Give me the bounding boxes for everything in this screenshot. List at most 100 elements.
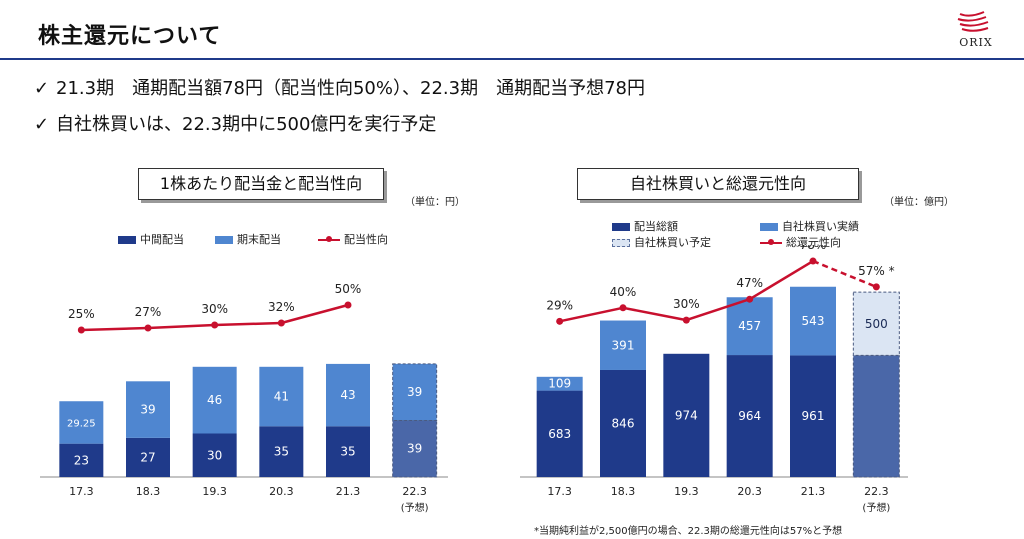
bar-value-label: 109: [548, 377, 571, 391]
x-tick-label: 17.3: [547, 485, 572, 498]
bar-segment: [726, 297, 773, 356]
legend-swatch-mid: [215, 236, 233, 244]
bar-segment: [790, 286, 836, 356]
legend-item: 総還元性向: [760, 234, 841, 250]
x-tick-label: 19.3: [202, 485, 227, 498]
bullet-text: 自社株買いは、22.3期中に500億円を実行予定: [56, 114, 437, 135]
x-tick-label: 20.3: [737, 485, 762, 498]
bullet-text: 21.3期 通期配当額78円（配当性向50%）、22.3期 通期配当予想78円: [56, 78, 645, 99]
bar-segment: [259, 366, 304, 427]
ratio-label: 47%: [736, 276, 763, 290]
bar-value-label: 683: [548, 427, 571, 441]
ratio-point: [211, 321, 219, 329]
bar-segment: [259, 426, 304, 477]
ratio-label: 78%: [800, 245, 827, 252]
x-tick-label: 18.3: [611, 485, 636, 498]
bar-segment: [192, 433, 237, 477]
legend-label: 自社株買い実績: [782, 220, 859, 233]
ratio-label: 25%: [68, 307, 95, 321]
dividend-chart: 23 29.25 17.3 27 39 18.3 30 46 19.3 35 41 20.3 35 43 2…: [40, 282, 448, 514]
ratio-line-segment: [559, 306, 624, 323]
x-tick-sublabel: (予想): [862, 501, 890, 514]
legend-label: 配当性向: [344, 233, 388, 246]
ratio-point: [144, 324, 152, 332]
legend-item: 配当性向: [318, 231, 388, 247]
ratio-line-segment: [749, 259, 814, 301]
ratio-point: [809, 257, 817, 265]
bar-segment: [126, 381, 170, 438]
ratio-point: [556, 317, 564, 325]
x-tick-sublabel: (予想): [401, 501, 429, 514]
logo-text: ORIX: [959, 36, 993, 49]
bullet-item: ✓ 自社株買いは、22.3期中に500億円を実行予定: [34, 110, 436, 136]
ratio-point: [682, 316, 690, 324]
ratio-label: 29%: [546, 298, 573, 312]
x-tick-label: 18.3: [136, 485, 161, 498]
ratio-point: [77, 326, 85, 334]
x-tick-label: 19.3: [674, 485, 699, 498]
legend-item: 配当総額: [612, 218, 678, 234]
bar-segment: [790, 355, 836, 477]
ratio-line-segment: [685, 298, 751, 322]
ratio-line-segment: [81, 326, 149, 332]
ratio-point: [277, 319, 285, 327]
legend-item: 期末配当: [215, 231, 281, 247]
bar-segment: [59, 443, 104, 477]
legend-swatch-dark: [118, 236, 136, 244]
footnote: *当期純利益が2,500億円の場合、22.3期の総還元性向は57%と予想: [534, 526, 843, 537]
right-chart-title: 自社株買いと総還元性向: [577, 168, 859, 200]
bullet-item: ✓ 21.3期 通期配当額78円（配当性向50%）、22.3期 通期配当予想78円: [34, 74, 645, 100]
x-tick-label: 22.3: [864, 485, 889, 498]
x-tick-label: 17.3: [69, 485, 94, 498]
bar-segment: [326, 426, 370, 477]
bar-value-label: 23: [74, 453, 89, 467]
left-chart-title: 1株あたり配当金と配当性向: [138, 168, 384, 200]
bar-value-label: 35: [274, 445, 289, 459]
ratio-line-segment: [812, 259, 877, 289]
bar-value-label: 846: [612, 416, 635, 430]
bar-segment: [600, 320, 646, 370]
legend-line-icon: [760, 239, 782, 245]
bar-value-label: 41: [274, 390, 289, 404]
legend-swatch-mid: [760, 223, 778, 231]
ratio-line-segment: [147, 323, 215, 330]
bar-value-label: 974: [675, 408, 698, 422]
ratio-label: 32%: [268, 300, 295, 314]
bar-value-label: 43: [340, 388, 355, 402]
legend-label: 配当総額: [634, 220, 678, 233]
bar-value-label: 961: [802, 409, 825, 423]
bar-value-label: 39: [407, 385, 422, 399]
ratio-label: 50%: [335, 282, 362, 296]
left-unit-label: （単位：円）: [405, 197, 465, 208]
ratio-label: 30%: [673, 297, 700, 311]
legend-item: 自社株買い実績: [760, 218, 859, 234]
bar-segment: [536, 390, 583, 477]
ratio-label: 27%: [135, 305, 162, 319]
checkmark-icon: ✓: [34, 78, 50, 99]
bar-segment: [326, 363, 370, 427]
bar-value-label: 46: [207, 393, 222, 407]
ratio-line-segment: [214, 321, 282, 327]
ratio-line-segment: [622, 306, 687, 322]
bar-value-label: 39: [407, 442, 422, 456]
legend-swatch-light: [612, 239, 630, 247]
legend-item: 自社株買い予定: [612, 234, 711, 250]
title-divider: [0, 58, 1024, 60]
bar-value-label: 27: [140, 450, 155, 464]
orix-logo-icon: [957, 11, 989, 32]
ratio-label: 40%: [610, 285, 637, 299]
buyback-chart: 683 109 17.3 846 391 18.3 974 19.3 964 457 20.3 961…: [520, 245, 908, 514]
page-title: 株主還元について: [38, 24, 222, 49]
right-unit-label: （単位：億円）: [884, 197, 954, 208]
bar-value-label: 39: [140, 403, 155, 417]
bar-segment: [392, 363, 438, 421]
bar-segment: [663, 353, 710, 477]
ratio-point: [746, 295, 754, 303]
ratio-label: 30%: [201, 302, 228, 316]
bar-segment: [192, 366, 237, 434]
ratio-point: [872, 283, 880, 291]
bar-segment: [726, 355, 773, 477]
legend-label: 自社株買い予定: [634, 236, 711, 249]
legend-line-icon: [318, 236, 340, 242]
x-tick-label: 21.3: [801, 485, 826, 498]
